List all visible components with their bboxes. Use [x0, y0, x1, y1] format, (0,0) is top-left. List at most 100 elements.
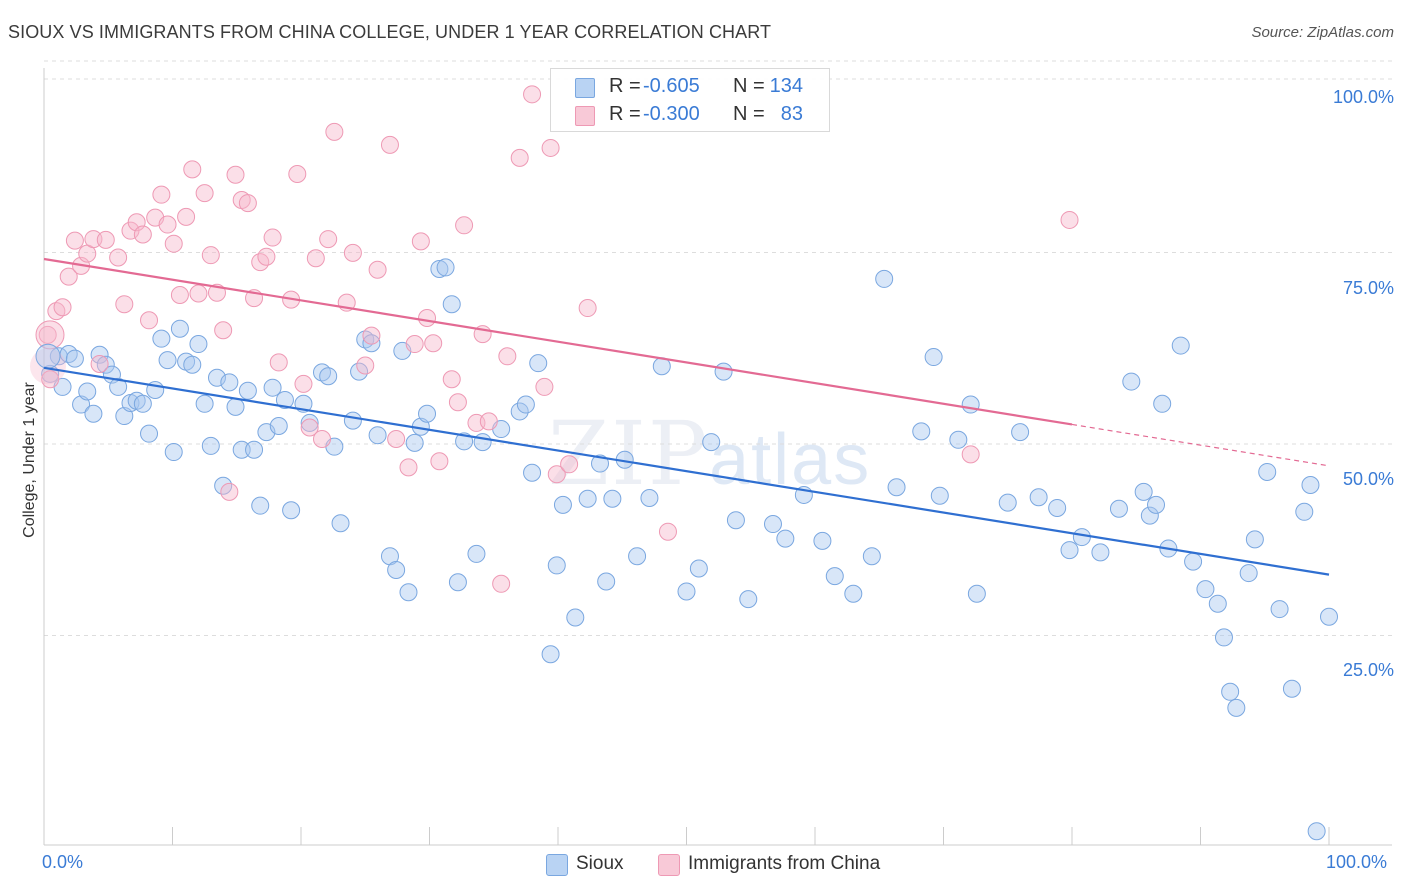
sioux-point: [763, 515, 782, 534]
china-point: [214, 321, 233, 340]
sioux-point: [566, 608, 585, 627]
china-point: [479, 412, 498, 431]
china-point: [1060, 210, 1079, 229]
china-point: [343, 243, 362, 262]
sioux-point: [201, 436, 220, 455]
sioux-point: [961, 395, 980, 414]
sioux-point: [170, 319, 189, 338]
legend-r-label: R =: [609, 75, 641, 97]
y-tick-label: 50.0%: [1342, 469, 1394, 489]
series-swatch-china: [658, 854, 680, 876]
china-point: [362, 326, 381, 345]
sioux-point: [726, 511, 745, 530]
x-tick-label: 0.0%: [42, 852, 84, 872]
china-point: [189, 284, 208, 303]
sioux-point: [597, 572, 616, 591]
correlation-legend: R = -0.605 N = 134 R = -0.300 N = 83: [550, 68, 830, 132]
sioux-point: [245, 440, 264, 459]
legend-n-label: N =: [733, 75, 765, 97]
sioux-point: [1011, 423, 1030, 442]
sioux-point: [875, 269, 894, 288]
china-point: [492, 574, 511, 593]
sioux-point: [251, 496, 270, 515]
sioux-point: [1140, 506, 1159, 525]
sioux-point: [1270, 600, 1289, 619]
sioux-point: [387, 561, 406, 580]
sioux-point: [603, 489, 622, 508]
china-point: [164, 234, 183, 253]
sioux-point: [418, 404, 437, 423]
china-point: [523, 85, 542, 104]
sioux-point: [238, 381, 257, 400]
china-point: [177, 207, 196, 226]
legend-r-value: -0.300: [643, 103, 700, 125]
sioux-point: [343, 411, 362, 430]
china-point: [158, 215, 177, 234]
sioux-point: [331, 514, 350, 533]
china-point: [313, 430, 332, 449]
sioux-point: [776, 529, 795, 548]
china-point: [405, 335, 424, 354]
sioux-point: [1307, 822, 1326, 841]
china-point: [399, 458, 418, 477]
china-point: [133, 225, 152, 244]
china-point: [201, 246, 220, 265]
series-label-sioux: Sioux: [576, 853, 624, 874]
china-point: [41, 370, 60, 389]
sioux-point: [473, 433, 492, 452]
china-point: [442, 370, 461, 389]
legend-n-value: 83: [780, 103, 803, 125]
china-point: [535, 377, 554, 396]
china-point: [578, 299, 597, 318]
sioux-point: [430, 259, 449, 278]
sioux-point: [152, 329, 171, 348]
china-point: [65, 231, 84, 250]
sioux-point: [689, 559, 708, 578]
sioux-point: [1301, 475, 1320, 494]
sioux-point: [275, 390, 294, 409]
sioux-point: [405, 433, 424, 452]
sioux-point: [677, 582, 696, 601]
china-point: [140, 311, 159, 330]
china-point: [183, 160, 202, 179]
china-point: [424, 334, 443, 353]
sioux-point: [140, 424, 159, 443]
sioux-point: [967, 584, 986, 603]
sioux-point: [399, 583, 418, 602]
china-point: [380, 135, 399, 154]
sioux-point: [553, 495, 572, 514]
china-point: [59, 267, 78, 286]
sioux-point: [65, 349, 84, 368]
china-point: [195, 184, 214, 203]
china-point: [368, 260, 387, 279]
sioux-point: [368, 426, 387, 445]
china-point: [38, 325, 57, 344]
sioux-point: [282, 501, 301, 520]
china-point: [325, 122, 344, 141]
china-point: [541, 138, 560, 157]
sioux-point: [547, 556, 566, 575]
china-point: [319, 230, 338, 249]
sioux-point: [1147, 495, 1166, 514]
sioux-point: [78, 382, 97, 401]
source-label: Source: ZipAtlas.com: [1251, 24, 1394, 41]
y-tick-label: 75.0%: [1342, 278, 1394, 298]
sioux-point: [1196, 580, 1215, 599]
y-tick-label: 25.0%: [1342, 660, 1394, 680]
china-point: [96, 230, 115, 249]
sioux-point: [887, 478, 906, 497]
sioux-point: [924, 348, 943, 367]
sioux-point: [183, 355, 202, 374]
sioux-point: [529, 354, 548, 373]
china-point: [35, 320, 65, 350]
sioux-point: [467, 544, 486, 563]
sioux-point: [714, 362, 733, 381]
china-point: [455, 216, 474, 235]
sioux-point: [813, 531, 832, 550]
china-point: [510, 148, 529, 167]
sioux-point: [35, 343, 61, 369]
sioux-point: [1072, 528, 1091, 547]
sioux-point: [90, 345, 109, 364]
sioux-point: [1245, 530, 1264, 549]
sioux-point: [1153, 394, 1172, 413]
